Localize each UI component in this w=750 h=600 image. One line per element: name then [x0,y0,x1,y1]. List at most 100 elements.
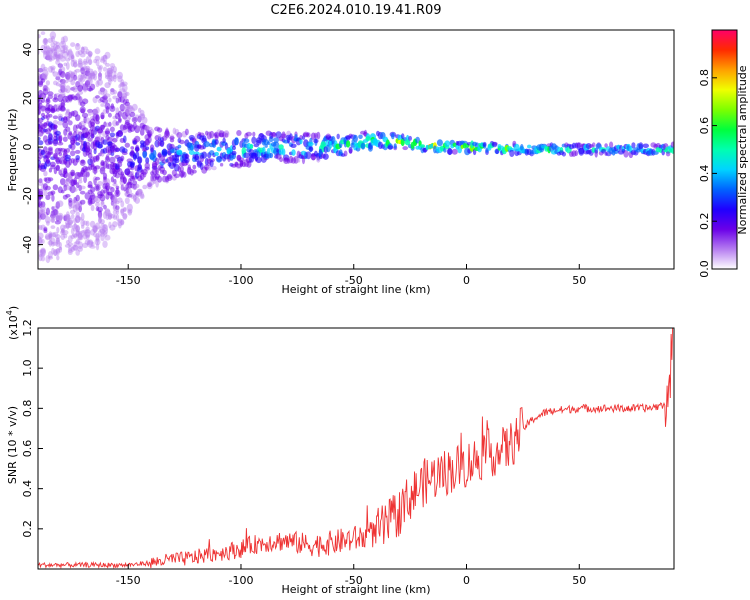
spectrogram-cell [121,81,128,87]
spectrogram-cell [70,42,76,47]
spectrogram-cell [84,229,91,238]
spectrogram-cell [122,84,128,93]
spectrogram-cell [40,31,46,35]
spectrogram-cell [67,217,74,226]
spectrogram-cell [46,158,50,165]
spectrogram-cell [43,226,48,232]
spectrogram-cell [110,186,115,193]
spectrogram-cell [68,197,73,203]
spectrogram-cell [222,137,226,144]
spectrogram-cell [38,34,41,39]
spectrogram-cell [38,180,44,186]
snr-y-tick-label: 0.6 [21,440,34,458]
spectrogram-cell [67,224,73,228]
spectrogram-cell [77,74,84,82]
spectrogram-cell [53,250,58,256]
spectrogram-cell [55,53,61,59]
spectrogram-cell [70,227,75,235]
chart-title: C2E6.2024.010.19.41.R09 [270,3,441,18]
spectrogram-cell [69,209,76,215]
spectrogram-cell [527,144,532,149]
spectrogram-cell [290,157,297,164]
spectrogram-cell [89,245,96,249]
spectrogram-cell [94,55,101,61]
snr-y-multiplier-base: (x10 [7,315,20,340]
spectrogram-cell [106,67,114,75]
spectrogram-cell [83,172,88,178]
spectrogram-y-tick-label: -20 [21,187,34,205]
spectrogram-cell [88,148,92,155]
spectrogram-cell [95,114,100,122]
spectrogram-cell [146,181,153,190]
spectrogram-cell [62,136,68,142]
snr-y-axis-label: SNR (10 * v/v) [6,406,19,484]
spectrogram-cell [121,112,128,120]
spectrogram-cell [139,193,145,200]
spectrogram-y-ticks: -40 -20 0 20 40 [21,43,43,254]
spectrogram-cell [132,184,138,191]
spectrogram-cell [95,206,100,212]
spectrogram-cell [46,220,50,226]
spectrogram-cell [79,66,86,71]
snr-x-ticks: -150 -100 -50 0 50 [116,564,586,587]
spectrogram-cell [89,156,96,165]
spectrogram-cell [75,230,80,236]
spectrogram-cell [144,166,150,171]
spectrogram-cell [75,194,80,202]
spectrogram-cell [184,157,190,164]
spectrogram-cell [40,249,46,257]
spectrogram-cell [95,106,100,114]
spectrogram-cell [54,234,61,239]
snr-frame [37,327,675,570]
spectrogram-cell [125,98,129,104]
spectrogram-cell [154,126,161,132]
spectrogram-cell [92,225,98,233]
spectrogram-cell [77,245,83,252]
spectrogram-cell [124,104,131,110]
spectrogram-cell [87,72,93,79]
spectrogram-cell [45,54,51,59]
spectrogram-cell [100,56,105,61]
spectrogram-cell [236,130,242,136]
spectrogram-cell [50,42,56,48]
spectrogram-cell [110,194,115,203]
spectrogram-cell [98,74,102,82]
spectrogram-cell [86,68,94,73]
spectrogram-cell [155,167,160,175]
spectrogram-cell [120,171,125,176]
spectrogram-cell [84,229,91,234]
snr-series-line [38,328,673,569]
spectrogram-cell [167,175,172,180]
spectrogram-cell [50,190,56,195]
spectrogram-cell [107,69,113,77]
spectrogram-cell [63,62,68,67]
spectrogram-cell [67,56,73,60]
spectrogram-cell [53,52,58,57]
spectrogram-cell [58,242,62,248]
spectrogram-cell [49,31,57,40]
spectrogram-cell [90,71,95,77]
spectrogram-cell [55,59,61,65]
spectrogram-cell [112,95,118,100]
spectrogram-cell [97,210,103,219]
spectrogram-panel: -150 -100 -50 0 50 -40 -20 0 20 40 Height of str… [6,29,675,296]
spectrogram-cell [85,81,91,88]
spectrogram-cell [89,220,96,228]
colorbar-ticks: 0.0 0.2 0.4 0.6 0.8 [698,69,717,278]
spectrogram-cell [90,72,96,80]
spectrogram-cell [87,198,93,206]
spectrogram-cell [135,144,140,153]
spectrogram-cell [50,55,56,61]
spectrogram-cell [70,234,75,240]
spectrogram-cell [123,207,127,213]
spectrogram-cell [38,188,44,196]
spectrogram-cell [55,55,60,62]
spectrogram-cell [43,43,48,49]
spectrogram-cell [43,74,48,80]
spectrogram-cell [82,127,89,133]
spectrogram-cell [107,191,113,196]
spectrogram-cell [87,152,93,159]
spectrogram-cell [48,239,53,247]
spectrogram-cell [114,172,120,179]
